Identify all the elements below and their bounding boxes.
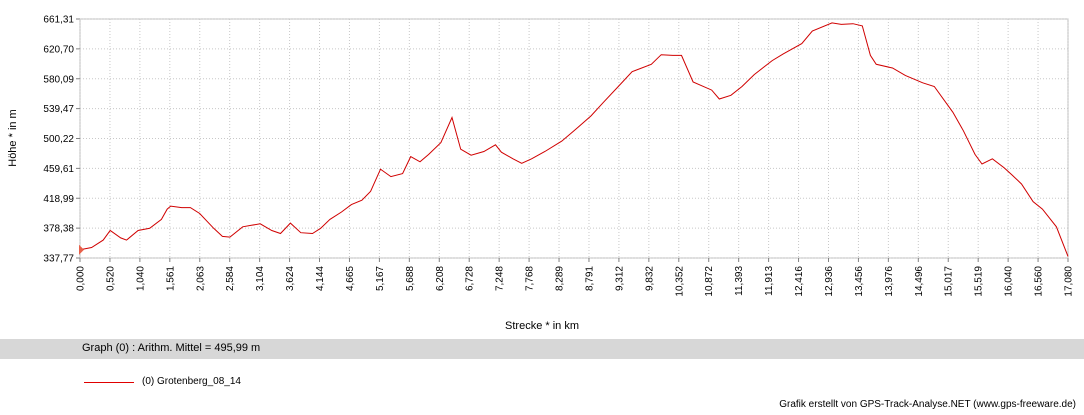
y-tick-label: 378,38	[43, 224, 74, 235]
x-tick-label: 0,520	[105, 266, 116, 291]
x-tick-label: 15,017	[944, 266, 955, 297]
x-tick-label: 8,791	[584, 266, 595, 291]
start-marker	[79, 244, 84, 255]
x-tick-label: 3,624	[285, 266, 296, 291]
y-tick-label: 500,22	[43, 134, 74, 145]
x-tick-label: 16,040	[1004, 266, 1015, 297]
x-tick-label: 13,976	[884, 266, 895, 297]
x-tick-label: 8,289	[555, 266, 566, 291]
x-tick-label: 3,104	[255, 266, 266, 291]
mean-elevation-text: Graph (0) : Arithm. Mittel = 495,99 m	[82, 342, 261, 354]
x-tick-label: 4,665	[345, 266, 356, 291]
y-tick-label: 539,47	[43, 104, 74, 115]
x-tick-label: 11,393	[734, 266, 745, 296]
x-tick-label: 16,560	[1034, 266, 1045, 297]
x-tick-label: 2,063	[195, 266, 206, 291]
info-bar: Graph (0) : Arithm. Mittel = 495,99 m	[0, 339, 1084, 359]
x-tick-label: 1,040	[135, 266, 146, 291]
x-tick-label: 6,728	[465, 266, 476, 291]
x-tick-label: 5,688	[405, 266, 416, 291]
x-tick-label: 9,312	[614, 266, 625, 291]
legend-line-swatch	[84, 382, 134, 383]
x-tick-label: 10,352	[674, 266, 685, 297]
y-tick-label: 418,99	[43, 194, 74, 205]
x-tick-label: 2,584	[225, 266, 236, 291]
y-axis-label: Höhe * in m	[7, 109, 19, 167]
y-tick-labels: 661,31 620,70 580,09 539,47 500,22 459,61 418,…	[43, 15, 74, 265]
x-tick-label: 5,167	[375, 266, 386, 291]
x-tick-label: 17,080	[1064, 266, 1075, 297]
x-tick-label: 13,456	[854, 266, 865, 297]
x-tick-label: 15,519	[974, 266, 985, 297]
x-tick-labels: 0,000 0,520 1,040 1,561 2,063 2,584 3,104 3,624…	[76, 266, 1075, 297]
x-tick-label: 14,496	[914, 266, 925, 297]
x-tick-label: 10,872	[704, 266, 715, 297]
x-tick-label: 1,561	[165, 266, 176, 291]
x-tick-label: 12,416	[794, 266, 805, 297]
x-tick-label: 4,144	[315, 266, 326, 291]
x-tick-label: 6,208	[435, 266, 446, 291]
y-tick-label: 580,09	[43, 74, 74, 85]
x-tick-label: 0,000	[76, 266, 87, 291]
series-line-grotenberg	[79, 22, 1069, 257]
x-tick-label: 9,832	[644, 266, 655, 291]
x-tick-label: 11,913	[764, 266, 775, 296]
y-tick-label: 337,77	[43, 254, 74, 265]
credit-text: Grafik erstellt von GPS-Track-Analyse.NE…	[779, 399, 1076, 410]
y-tick-label: 620,70	[43, 44, 74, 55]
grid	[76, 18, 1069, 262]
x-tick-label: 7,768	[525, 266, 536, 291]
x-axis-label: Strecke * in km	[505, 320, 579, 332]
x-tick-label: 7,248	[495, 266, 506, 291]
elevation-chart: 661,31 620,70 580,09 539,47 500,22 459,61 418,…	[43, 15, 1075, 297]
legend-label: (0) Grotenberg_08_14	[142, 376, 241, 387]
y-tick-label: 459,61	[43, 164, 74, 175]
plot-frame	[79, 18, 1069, 259]
y-tick-label: 661,31	[43, 15, 74, 26]
x-tick-label: 12,936	[824, 266, 835, 297]
